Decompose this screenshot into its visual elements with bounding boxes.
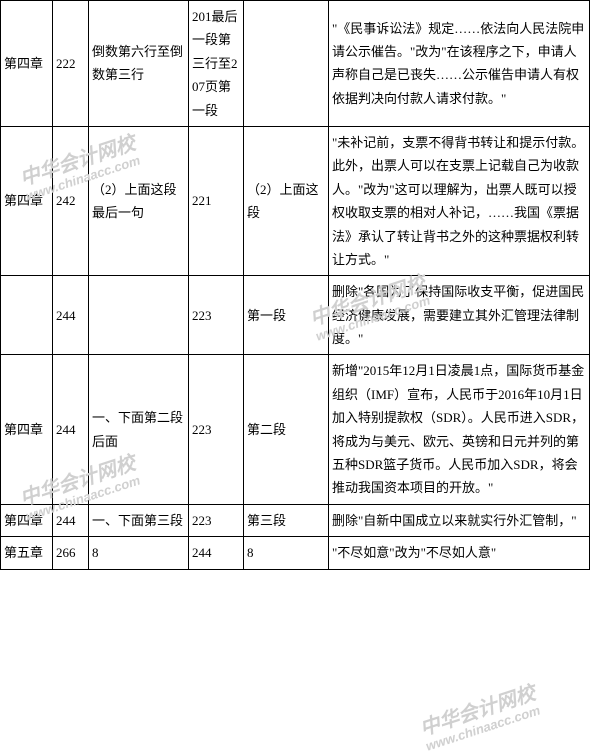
watermark-line2: www.chinaacc.com <box>424 703 543 754</box>
cell-page-old: 244 <box>53 504 89 536</box>
cell-loc-old <box>89 276 189 355</box>
table-row: 第五章 266 8 244 8 "不尽如意"改为"不尽如人意" <box>1 537 590 569</box>
cell-change: 删除"自新中国成立以来就实行外汇管制，" <box>329 504 590 536</box>
cell-loc-new: 第一段 <box>244 276 329 355</box>
cell-page-new: 223 <box>189 276 244 355</box>
cell-change: "《民事诉讼法》规定……依法向人民法院申请公示催告。"改为"在该程序之下，申请人… <box>329 1 590 127</box>
cell-change: "未补记前，支票不得背书转让和提示付款。此外，出票人可以在支票上记载自己为收款人… <box>329 126 590 275</box>
cell-page-old: 266 <box>53 537 89 569</box>
watermark-line1: 中华会计网校 <box>417 682 538 740</box>
cell-chapter: 第四章 <box>1 126 53 275</box>
cell-page-new: 201最后一段第三行至207页第一段 <box>189 1 244 127</box>
table-row: 第四章 242 （2）上面这段最后一句 221 （2）上面这段 "未补记前，支票… <box>1 126 590 275</box>
cell-loc-old: 8 <box>89 537 189 569</box>
cell-change: 新增"2015年12月1日凌晨1点，国际货币基金组织（IMF）宣布，人民币于20… <box>329 355 590 504</box>
cell-loc-new <box>244 1 329 127</box>
cell-loc-new: 第三段 <box>244 504 329 536</box>
changes-table: 第四章 222 倒数第六行至倒数第三行 201最后一段第三行至207页第一段 "… <box>0 0 590 570</box>
table-body: 第四章 222 倒数第六行至倒数第三行 201最后一段第三行至207页第一段 "… <box>1 1 590 570</box>
cell-loc-old: 一、下面第二段后面 <box>89 355 189 504</box>
cell-chapter: 第四章 <box>1 1 53 127</box>
cell-loc-old: 一、下面第三段 <box>89 504 189 536</box>
cell-loc-old: （2）上面这段最后一句 <box>89 126 189 275</box>
cell-page-new: 244 <box>189 537 244 569</box>
cell-loc-old: 倒数第六行至倒数第三行 <box>89 1 189 127</box>
table-row: 第四章 244 一、下面第三段 223 第三段 删除"自新中国成立以来就实行外汇… <box>1 504 590 536</box>
cell-chapter: 第五章 <box>1 537 53 569</box>
watermark: 中华会计网校 www.chinaacc.com <box>417 682 542 754</box>
table-row: 第四章 244 一、下面第二段后面 223 第二段 新增"2015年12月1日凌… <box>1 355 590 504</box>
cell-chapter: 第四章 <box>1 504 53 536</box>
cell-loc-new: （2）上面这段 <box>244 126 329 275</box>
cell-change: 删除"各国为了保持国际收支平衡，促进国民经济健康发展，需要建立其外汇管理法律制度… <box>329 276 590 355</box>
cell-page-old: 244 <box>53 355 89 504</box>
cell-page-new: 223 <box>189 355 244 504</box>
cell-page-old: 222 <box>53 1 89 127</box>
cell-change: "不尽如意"改为"不尽如人意" <box>329 537 590 569</box>
cell-page-new: 221 <box>189 126 244 275</box>
cell-chapter: 第四章 <box>1 355 53 504</box>
cell-loc-new: 第二段 <box>244 355 329 504</box>
cell-loc-new: 8 <box>244 537 329 569</box>
cell-chapter <box>1 276 53 355</box>
cell-page-old: 244 <box>53 276 89 355</box>
cell-page-new: 223 <box>189 504 244 536</box>
cell-page-old: 242 <box>53 126 89 275</box>
table-row: 第四章 222 倒数第六行至倒数第三行 201最后一段第三行至207页第一段 "… <box>1 1 590 127</box>
table-row: 244 223 第一段 删除"各国为了保持国际收支平衡，促进国民经济健康发展，需… <box>1 276 590 355</box>
